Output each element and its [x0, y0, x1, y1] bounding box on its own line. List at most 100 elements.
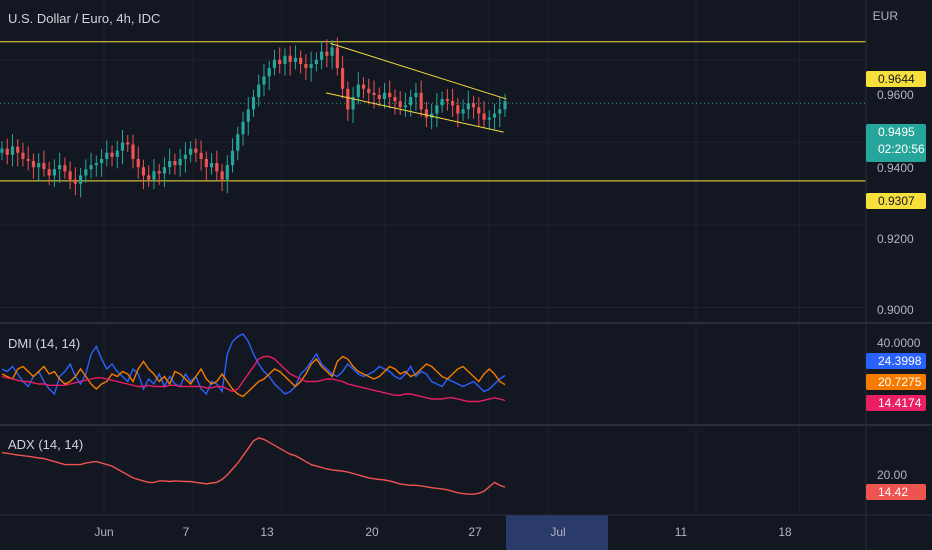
candle-body-92 [482, 113, 486, 120]
candle-body-29 [152, 171, 156, 180]
adx-line [1, 437, 506, 495]
candle-body-34 [178, 158, 182, 166]
channel-lower-line [325, 92, 504, 133]
candle-body-19 [99, 158, 104, 164]
candle-body-62 [325, 51, 329, 56]
candle-body-39 [204, 158, 208, 168]
candle-body-51 [267, 68, 271, 77]
candle-body-64 [335, 47, 339, 69]
candle-body-60 [314, 59, 318, 64]
candle-body-10 [52, 169, 56, 176]
price-tick-3: 0.9000 [877, 303, 914, 317]
candle-body-26 [136, 158, 140, 168]
candle-body-23 [120, 142, 125, 151]
candle-body-8 [42, 163, 46, 170]
candle-body-0 [0, 148, 4, 153]
level-high-tag[interactable]: 0.9644 [866, 71, 926, 87]
falling-wedge-lines[interactable] [325, 42, 507, 133]
candle-body-65 [340, 68, 345, 89]
candle-body-44 [230, 150, 235, 166]
candle-body-72 [377, 94, 381, 100]
candle-body-56 [293, 57, 298, 62]
di-minus-line [1, 355, 506, 398]
candle-body-38 [199, 152, 203, 159]
adx-tick: 20.00 [877, 468, 908, 482]
candle-body-50 [262, 76, 266, 85]
dmi-adx-tag: 14.4174 [866, 395, 926, 411]
candle-body-94 [492, 113, 497, 118]
adx-line [1, 437, 506, 495]
candle-body-36 [189, 148, 193, 155]
candle-body-86 [451, 101, 455, 106]
candle-body-95 [498, 109, 502, 114]
candle-body-57 [299, 57, 303, 64]
candle-body-59 [309, 63, 313, 69]
candle-body-90 [471, 103, 476, 108]
candle-body-80 [419, 92, 423, 110]
candle-body-53 [278, 59, 282, 64]
candle-body-22 [115, 150, 119, 157]
candle-body-73 [382, 92, 387, 100]
candle-body-20 [105, 152, 109, 159]
candle-body-55 [288, 55, 292, 62]
time-tick-11: 11 [674, 525, 688, 539]
candle-body-46 [241, 121, 245, 135]
candle-body-27 [141, 167, 146, 176]
candle-body-83 [435, 105, 439, 114]
candle-body-87 [456, 105, 460, 114]
candle-body-11 [58, 165, 62, 170]
candle-body-82 [430, 113, 434, 118]
price-tick-2: 0.9200 [877, 232, 914, 246]
candle-body-75 [393, 97, 397, 102]
currency-label: EUR [872, 9, 898, 23]
time-tick-jul: Jul [550, 525, 566, 539]
candle-body-63 [330, 47, 334, 56]
candle-body-96 [503, 101, 507, 110]
candle-body-74 [388, 92, 392, 98]
dmi-pane-label[interactable]: DMI (14, 14) [8, 336, 81, 351]
candle-body-47 [246, 109, 250, 122]
candle-body-70 [367, 88, 371, 93]
candle-body-48 [251, 97, 256, 110]
candle-body-14 [73, 179, 77, 184]
candle-body-41 [215, 163, 219, 172]
adx-pane-label[interactable]: ADX (14, 14) [8, 437, 84, 452]
price-tick-1: 0.9400 [877, 161, 914, 175]
candle-body-35 [183, 154, 187, 159]
candle-body-28 [147, 175, 151, 180]
channel-upper-line [330, 42, 507, 100]
candle-body-85 [445, 99, 449, 102]
candle-body-1 [5, 148, 9, 155]
candle-body-78 [409, 97, 413, 106]
dmi-minus-tag: 20.7275 [866, 374, 926, 390]
candle-body-61 [320, 51, 324, 60]
candle-body-7 [37, 163, 41, 168]
candle-body-40 [209, 163, 214, 168]
time-axis-highlight [506, 515, 608, 550]
time-tick-jun: Jun [94, 525, 114, 539]
bar-countdown: 02:20:56 [878, 142, 925, 156]
candle-body-9 [47, 169, 51, 176]
candle-body-33 [173, 161, 177, 166]
candle-body-58 [304, 63, 308, 69]
last-price-value: 0.9495 [878, 125, 915, 139]
horizontal-levels[interactable] [0, 41, 866, 182]
candle-body-91 [477, 107, 481, 114]
candle-body-30 [157, 171, 161, 174]
candle-body-66 [346, 88, 350, 110]
candle-body-67 [351, 97, 355, 110]
candle-body-3 [16, 146, 20, 153]
dmi-adx-line [1, 355, 506, 403]
candle-body-54 [283, 55, 287, 64]
candle-body-79 [414, 92, 418, 98]
candle-body-42 [220, 171, 224, 180]
level-low-tag[interactable]: 0.9307 [866, 193, 926, 209]
candle-body-25 [131, 144, 135, 159]
candlestick-series [0, 37, 507, 198]
candle-body-81 [424, 109, 429, 118]
candle-body-13 [68, 171, 72, 180]
candle-body-12 [63, 165, 67, 172]
candle-body-71 [372, 92, 376, 95]
